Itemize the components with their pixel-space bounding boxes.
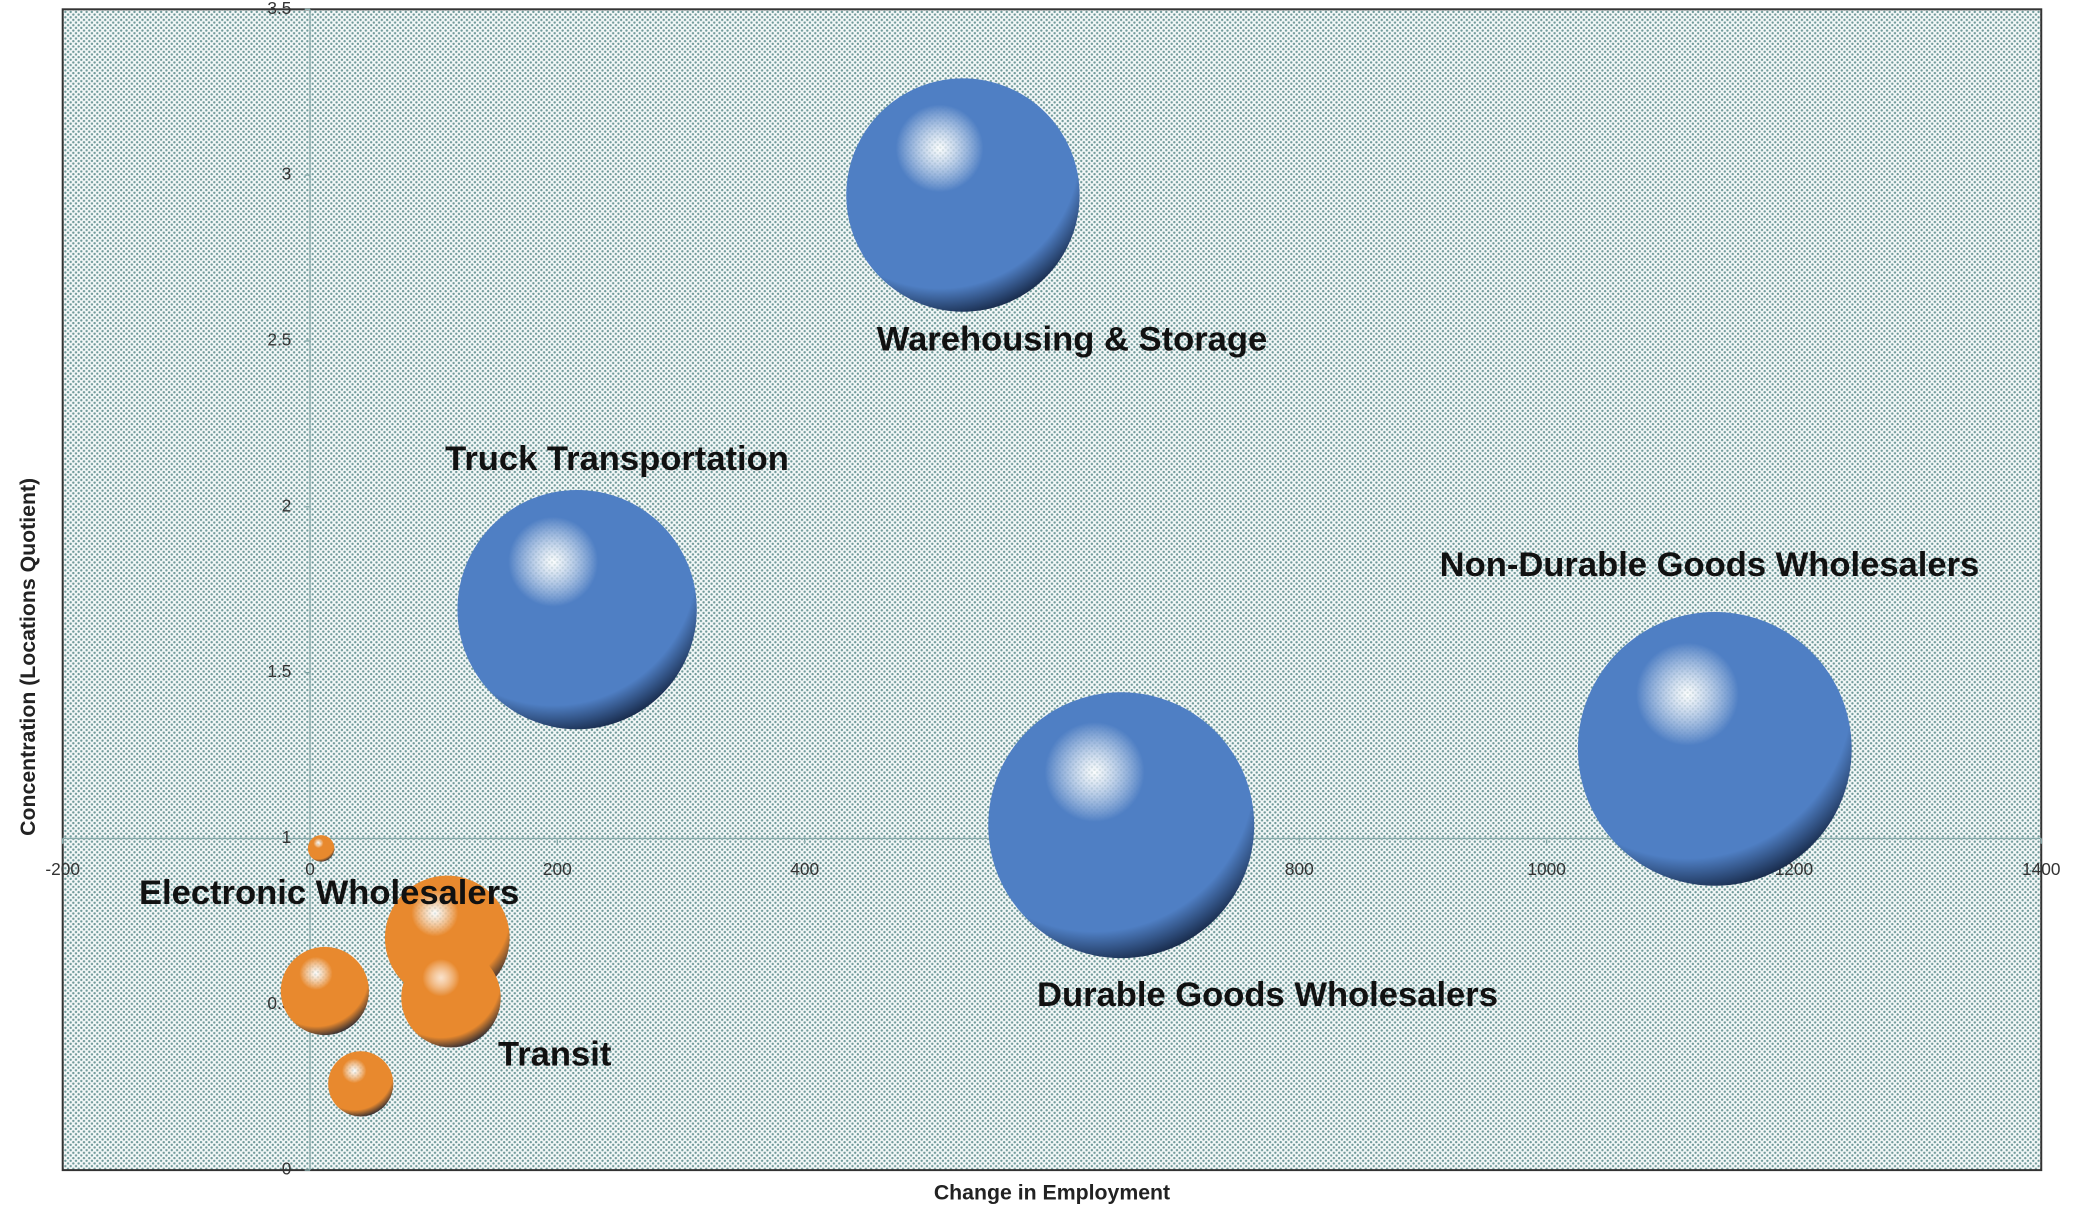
bubble: [457, 489, 697, 730]
bubble: [280, 946, 369, 1036]
y-tick-label: 0: [282, 1159, 292, 1179]
bubble-label: Electronic Wholesalers: [139, 874, 519, 912]
bubble-label: Transit: [498, 1035, 612, 1073]
y-tick-label: 1: [282, 827, 292, 847]
bubble-label: Warehousing & Storage: [877, 320, 1267, 358]
x-tick-label: 0: [305, 859, 315, 879]
y-tick-label: 3.5: [267, 0, 291, 18]
y-axis-title: Concentration (Locations Quotient): [16, 478, 40, 836]
bubble: [328, 1051, 394, 1117]
bubble-label: Durable Goods Wholesalers: [1037, 976, 1498, 1014]
bubble: [988, 692, 1255, 959]
bubble-label: Non-Durable Goods Wholesalers: [1440, 546, 1980, 584]
y-tick-label: 3: [282, 164, 292, 184]
bubble-label: Truck Transportation: [445, 440, 789, 478]
x-tick-label: 400: [790, 859, 819, 879]
y-tick-label: 2.5: [267, 330, 291, 350]
x-axis-title: Change in Employment: [934, 1181, 1170, 1205]
y-tick-label: 1.5: [267, 661, 291, 681]
bubble: [846, 78, 1080, 312]
x-tick-label: 800: [1285, 859, 1314, 879]
bubble: [307, 835, 335, 862]
x-tick-label: 1400: [2022, 859, 2060, 879]
x-tick-label: 1000: [1527, 859, 1565, 879]
x-tick-label: -200: [45, 859, 80, 879]
y-tick-label: 2: [282, 495, 292, 515]
bubble: [401, 947, 501, 1048]
x-tick-label: 200: [543, 859, 572, 879]
bubble: [1577, 612, 1852, 886]
